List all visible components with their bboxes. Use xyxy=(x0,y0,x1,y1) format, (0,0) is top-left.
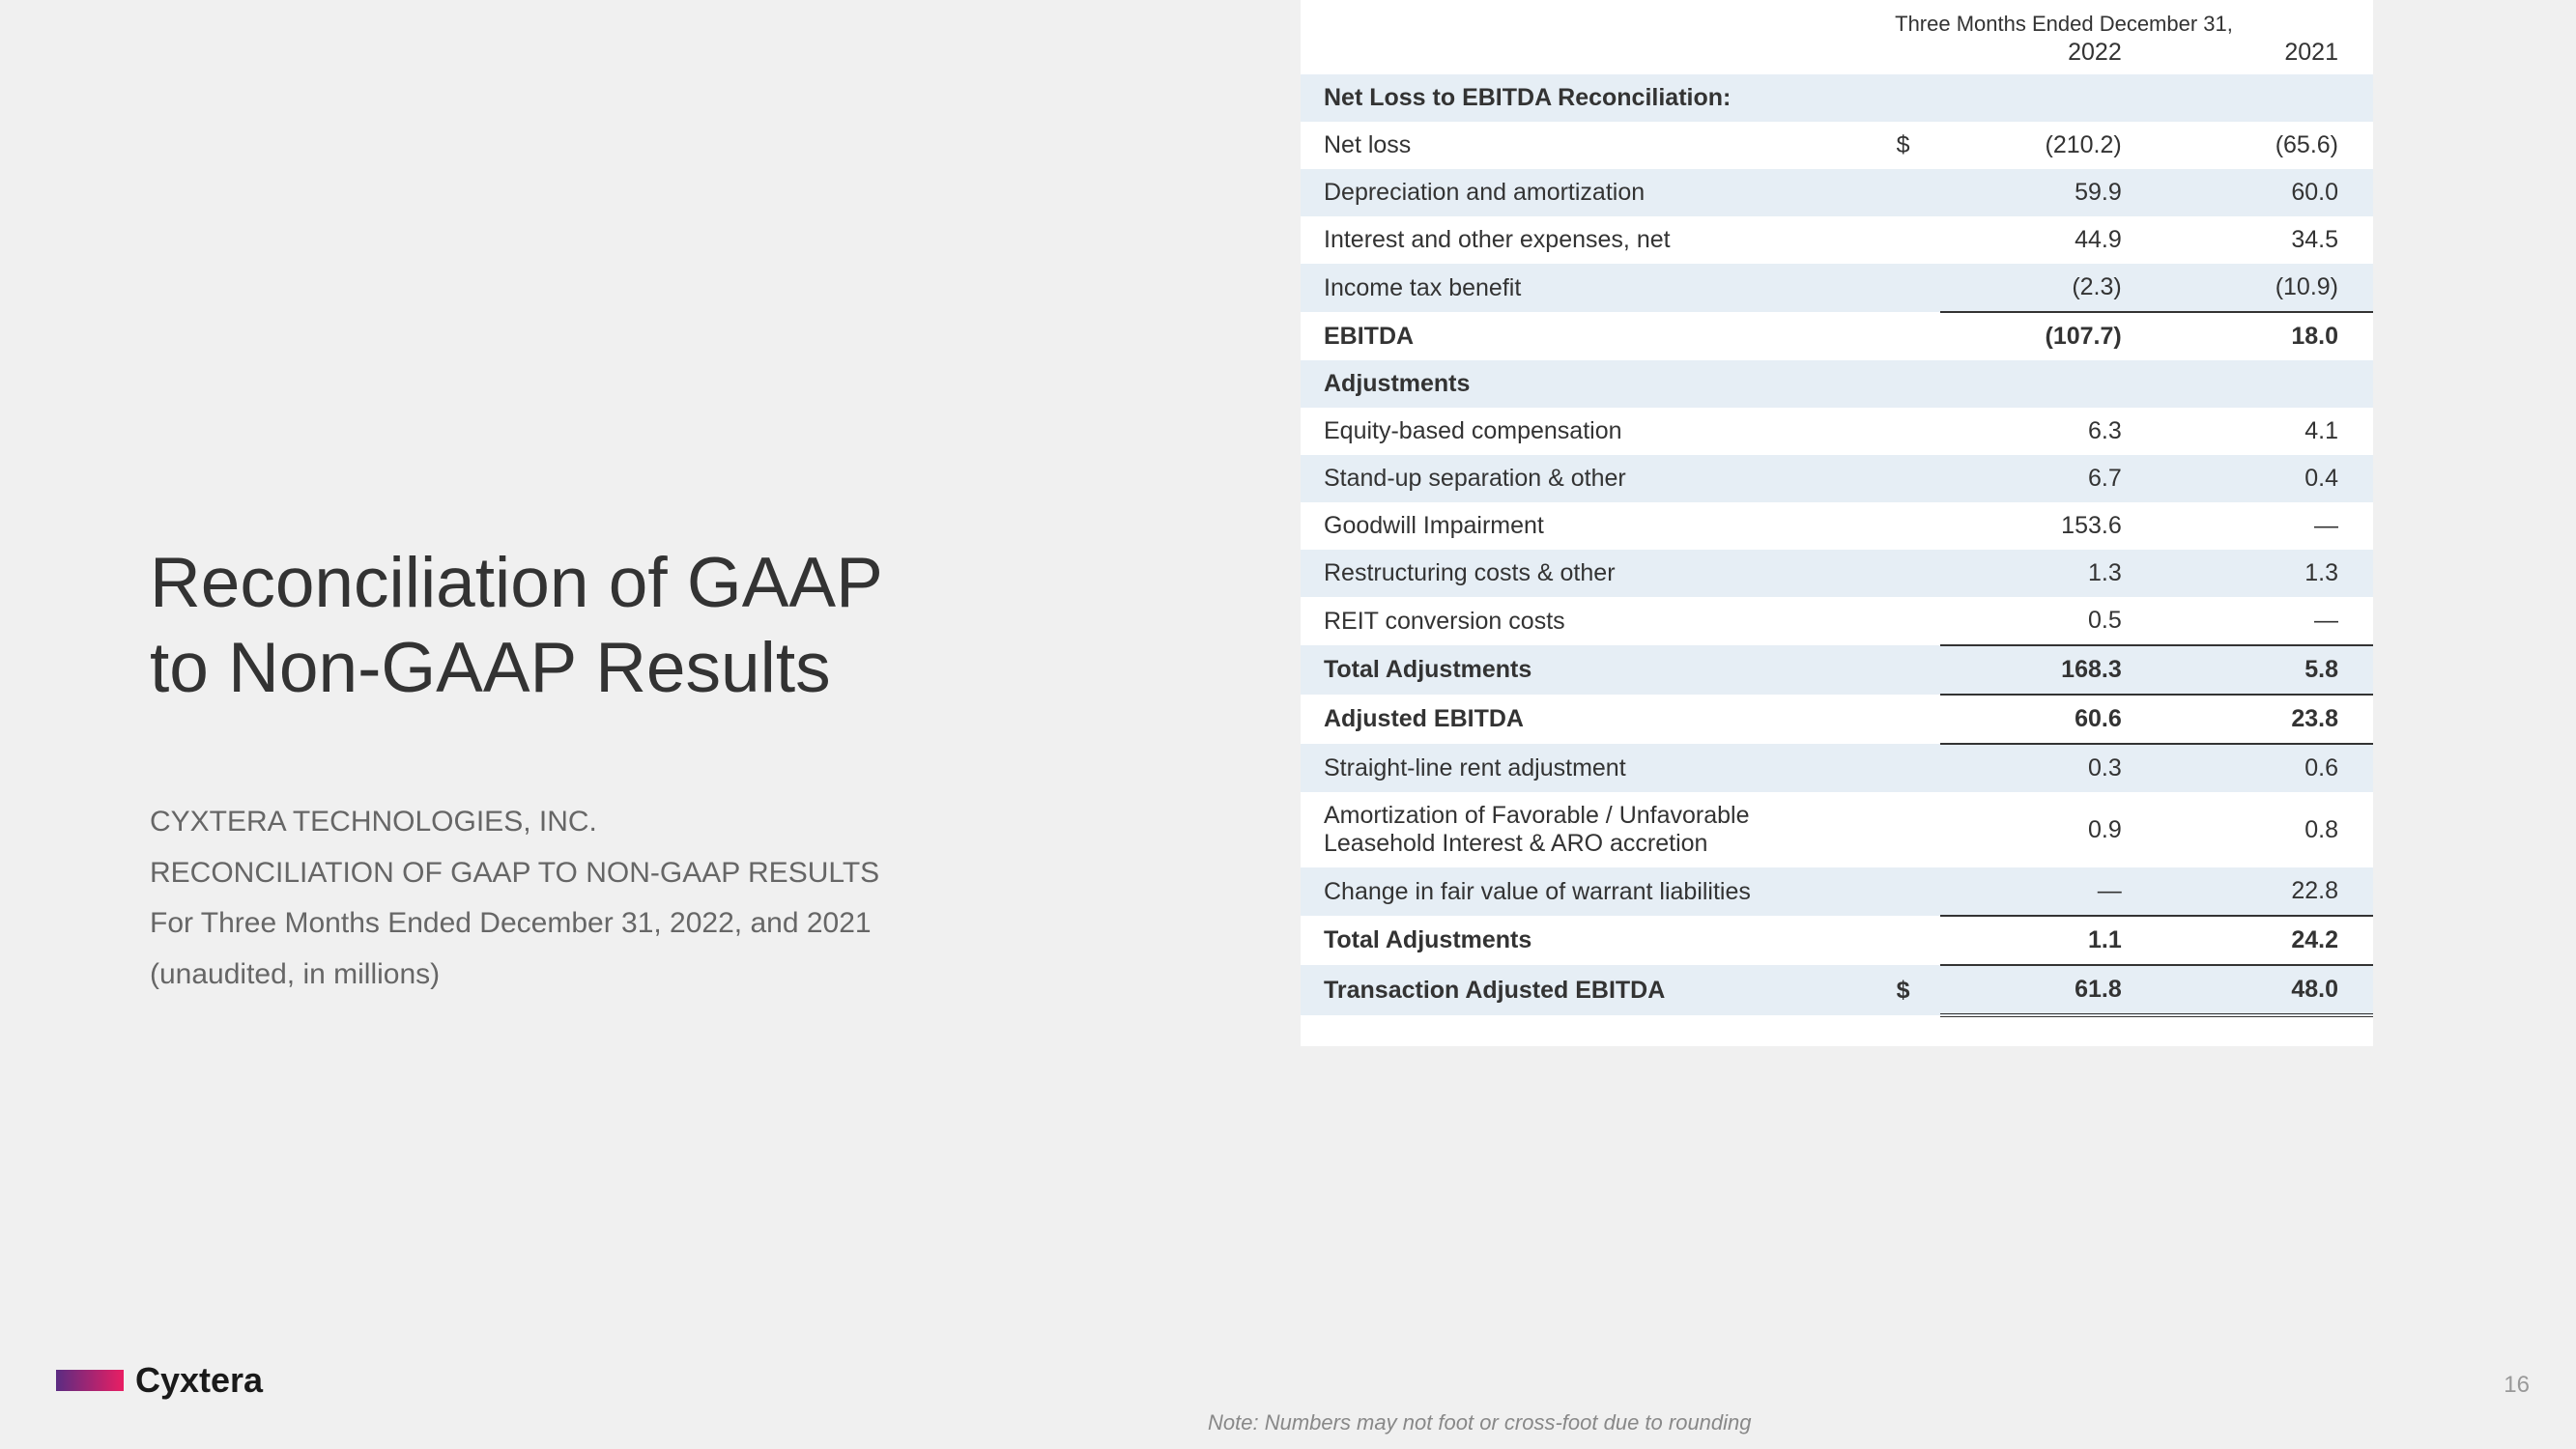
title-line-2: to Non-GAAP Results xyxy=(150,629,831,707)
table-row: Depreciation and amortization 59.9 60.0 xyxy=(1301,169,2373,216)
table-row: Change in fair value of warrant liabilit… xyxy=(1301,867,2373,916)
logo-bar-icon xyxy=(56,1370,124,1391)
table-row: Equity-based compensation 6.3 4.1 xyxy=(1301,408,2373,455)
period-header: Three Months Ended December 31, xyxy=(1301,12,2373,37)
financial-table: 2022 2021 Net Loss to EBITDA Reconciliat… xyxy=(1301,37,2373,1017)
section1-header: Net Loss to EBITDA Reconciliation: xyxy=(1301,74,1897,122)
page-number: 16 xyxy=(2504,1372,2530,1399)
subtitle-period: For Three Months Ended December 31, 2022… xyxy=(150,898,1019,950)
subtitle-unaudited: (unaudited, in millions) xyxy=(150,950,1019,1001)
table-row: Restructuring costs & other 1.3 1.3 xyxy=(1301,550,2373,597)
footnote: Note: Numbers may not foot or cross-foot… xyxy=(1208,1410,1752,1435)
table-row: Interest and other expenses, net 44.9 34… xyxy=(1301,216,2373,264)
table-row: Net loss $ (210.2) (65.6) xyxy=(1301,122,2373,169)
title-line-1: Reconciliation of GAAP xyxy=(150,544,883,622)
transaction-adj-ebitda-row: Transaction Adjusted EBITDA $ 61.8 48.0 xyxy=(1301,965,2373,1015)
table-row: Stand-up separation & other 6.7 0.4 xyxy=(1301,455,2373,502)
subtitle-block: CYXTERA TECHNOLOGIES, INC. RECONCILIATIO… xyxy=(150,797,1019,1000)
table-row: Straight-line rent adjustment 0.3 0.6 xyxy=(1301,744,2373,792)
year-2021: 2021 xyxy=(2157,37,2373,74)
table-row: REIT conversion costs 0.5 — xyxy=(1301,597,2373,645)
adjustments-header-row: Adjustments xyxy=(1301,360,2373,408)
logo-text: Cyxtera xyxy=(135,1360,263,1401)
ebitda-row: EBITDA (107.7) 18.0 xyxy=(1301,312,2373,360)
section-header-row: Net Loss to EBITDA Reconciliation: xyxy=(1301,74,2373,122)
left-panel: Reconciliation of GAAP to Non-GAAP Resul… xyxy=(150,541,1019,1000)
total-adj-row: Total Adjustments 168.3 5.8 xyxy=(1301,645,2373,695)
year-row: 2022 2021 xyxy=(1301,37,2373,74)
page-title: Reconciliation of GAAP to Non-GAAP Resul… xyxy=(150,541,1019,710)
financial-table-container: Three Months Ended December 31, 2022 202… xyxy=(1301,0,2373,1046)
subtitle-company: CYXTERA TECHNOLOGIES, INC. xyxy=(150,797,1019,848)
table-row: Income tax benefit (2.3) (10.9) xyxy=(1301,264,2373,312)
adj-ebitda-row: Adjusted EBITDA 60.6 23.8 xyxy=(1301,695,2373,744)
year-2022: 2022 xyxy=(1940,37,2157,74)
footer-logo: Cyxtera xyxy=(56,1360,263,1401)
table-row: Goodwill Impairment 153.6 — xyxy=(1301,502,2373,550)
total-adj2-row: Total Adjustments 1.1 24.2 xyxy=(1301,916,2373,965)
subtitle-desc: RECONCILIATION OF GAAP TO NON-GAAP RESUL… xyxy=(150,848,1019,899)
table-row: Amortization of Favorable / Unfavorable … xyxy=(1301,792,2373,867)
slide-container: Reconciliation of GAAP to Non-GAAP Resul… xyxy=(0,0,2576,1449)
